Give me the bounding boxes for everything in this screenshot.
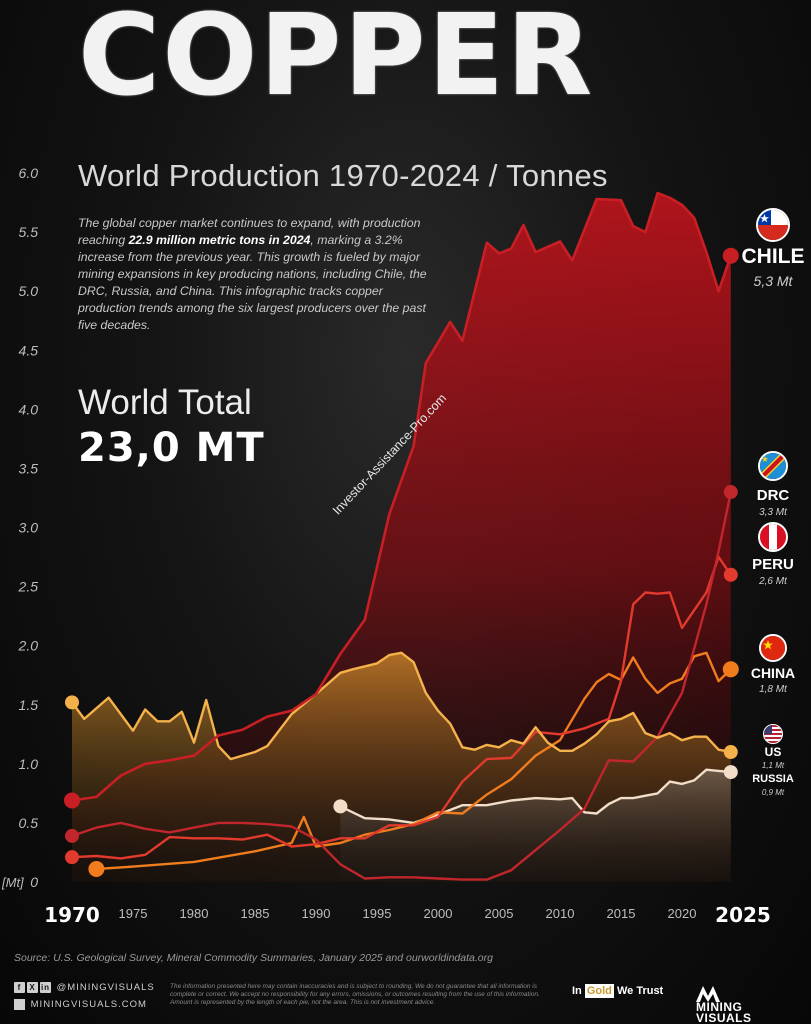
world-total-label: World Total [78,383,252,422]
page-title: COPPER [78,0,595,121]
country-value-drc: 3,3 Mt [759,507,787,518]
x-tick-label: 1995 [363,906,392,921]
x-tick-label: 2025 [715,903,771,927]
peru-line [70,555,732,860]
country-value-us: 1,1 Mt [761,761,785,770]
x-axis: 1970 1975 1980 1985 1990 1995 2000 2005 2010 2015… [44,903,771,927]
us-end-point [723,745,738,760]
description-part-3: , marking a 3.2% increase from the previ… [78,233,427,332]
russia-start-point [333,799,348,814]
x-tick-label: 1970 [44,903,100,927]
russia-end-point [723,765,738,780]
linkedin-icon[interactable]: in [40,982,51,993]
x-tick-label: 1975 [119,906,148,921]
x-tick-label: 1980 [180,906,209,921]
china-start-point [88,861,105,878]
y-tick-label: 5.0 [19,283,39,299]
y-tick-label: 6.0 [19,165,39,181]
facebook-icon[interactable]: f [14,982,25,993]
peru-start-point [65,850,79,865]
x-tick-label: 2015 [607,906,636,921]
country-label-russia: RUSSIA [752,773,794,785]
x-tick-label: 1990 [302,906,331,921]
social-handle[interactable]: @MININGVISUALS [56,982,155,994]
country-label-chile: CHILE [741,245,805,268]
russia-area [340,769,731,882]
world-total-value: 23,0 MT [78,425,265,471]
drc-start-point [65,828,79,843]
x-tick-label: 2010 [546,906,575,921]
country-label-china: CHINA [750,665,796,681]
china-end-point [722,661,739,678]
mining-visuals-logo: MINING VISUALS [696,982,752,1024]
china-flag-icon [759,634,787,662]
chile-end-point [722,247,739,264]
logo-mv-line1: MINING [696,1000,743,1014]
x-tick-label: 2005 [485,906,514,921]
page-subtitle: World Production 1970-2024 / Tonnes [78,158,608,193]
in-gold-we-trust-logo: In Gold We Trust [572,984,663,998]
chart-lines [70,191,733,881]
y-tick-label: 0 [30,874,38,890]
x-tick-label: 2020 [668,906,697,921]
drc-line [70,490,732,881]
description-highlight: 22.9 million metric tons in 2024 [128,233,311,247]
us-line [70,651,732,761]
x-tick-label: 2000 [424,906,453,921]
logo-gold-post: We Trust [616,985,664,997]
x-icon[interactable]: X [27,982,38,993]
description: The global copper market continues to ex… [78,215,428,334]
y-tick-label: 5.5 [19,224,39,240]
x-tick-label: 1985 [241,906,270,921]
country-value-russia: 0,9 Mt [761,788,785,797]
country-label-drc: DRC [756,487,790,504]
drc-flag-icon [758,451,788,481]
y-tick-label: 2.5 [18,579,39,595]
logo-gold-box: Gold [584,984,614,998]
peru-end-point [723,567,738,582]
home-icon [14,999,25,1010]
chile-line [70,191,733,802]
peru-flag-icon [758,522,788,552]
y-axis: 0 0.5 1.0 1.5 2.0 2.5 3.0 3.5 4.0 4.5 5.0 5.5 6.0 [Mt… [1,165,38,890]
chile-area [72,193,731,883]
chart-endpoints [64,247,739,878]
us-flag-icon [763,724,783,744]
y-tick-label: 4.0 [19,401,39,417]
y-tick-label: 1.5 [19,697,39,713]
country-label-peru: PERU [752,556,794,573]
country-value-chile: 5,3 Mt [753,273,793,289]
y-unit-label: [Mt] [1,875,24,890]
website-link[interactable]: MININGVISUALS.COM [30,999,147,1011]
russia-line [339,768,732,825]
drc-end-point [723,485,738,500]
country-value-china: 1,8 Mt [759,684,787,695]
source-note: Source: U.S. Geological Survey, Mineral … [14,952,493,964]
logo-mv-line2: VISUALS [696,1011,752,1024]
y-tick-label: 1.0 [19,756,39,772]
country-value-peru: 2,6 Mt [759,576,787,587]
us-start-point [65,695,79,710]
y-tick-label: 3.5 [19,460,39,476]
website: MININGVISUALS.COM [14,999,147,1010]
y-tick-label: 3.0 [19,520,39,536]
country-label-us: US [764,745,782,759]
y-tick-label: 0.5 [19,815,39,831]
chile-flag-icon [756,208,790,242]
y-tick-label: 2.0 [18,638,39,654]
mining-visuals-mark-icon [696,986,720,1002]
y-tick-label: 4.5 [19,342,39,358]
description-part-1: The global copper market continues to ex… [78,216,421,247]
chile-start-point [64,792,80,809]
disclaimer: The information presented here may conta… [170,983,540,1006]
logo-gold-pre: In [572,985,582,997]
china-line [95,651,732,871]
